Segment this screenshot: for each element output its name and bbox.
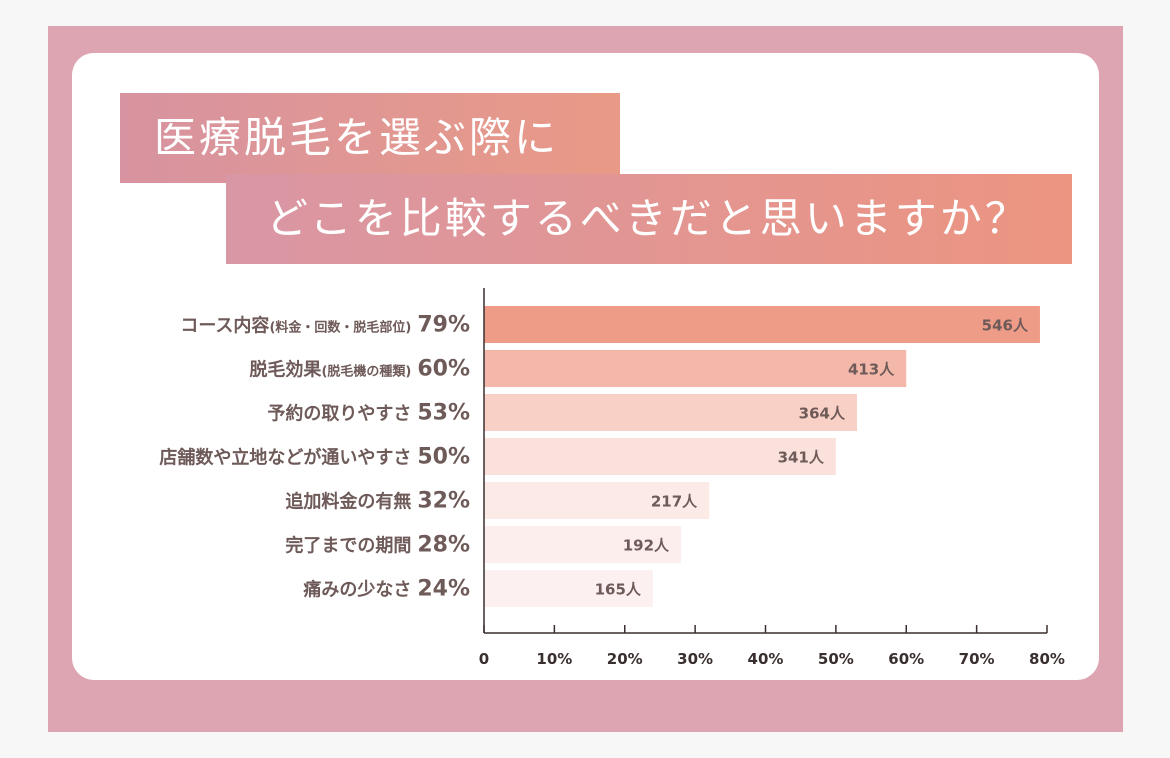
bar [484,306,1040,343]
x-tick-label: 80% [1029,650,1065,668]
bar [484,438,836,475]
count-label: 165人 [595,581,642,599]
count-label: 364人 [799,405,846,423]
x-tick-label: 50% [818,650,854,668]
count-label: 192人 [623,537,670,555]
x-tick-label: 60% [888,650,924,668]
bar [484,394,857,431]
x-tick-label: 70% [959,650,995,668]
category-label: 脱毛効果(脱毛機の種類) 60% [249,357,470,382]
category-label: 店舗数や立地などが通いやすさ 50% [159,445,470,470]
count-label: 413人 [848,361,895,379]
bar [484,570,653,607]
count-label: 546人 [982,317,1029,335]
category-label: 痛みの少なさ 24% [303,577,470,602]
title-line-2: どこを比較するべきだと思いますか？ [226,174,1072,264]
bar [484,482,710,519]
bar [484,526,682,563]
x-tick-label: 0 [479,650,489,668]
category-label: 予約の取りやすさ 53% [267,401,470,426]
bar [484,350,907,387]
count-label: 341人 [778,449,825,467]
x-tick-label: 10% [536,650,572,668]
category-label: 完了までの期間 28% [285,533,470,558]
title-line-1: 医療脱毛を選ぶ際に [120,93,620,183]
x-tick-label: 30% [677,650,713,668]
x-tick-label: 20% [607,650,643,668]
x-tick-label: 40% [748,650,784,668]
category-label: コース内容(料金・回数・脱毛部位) 79% [180,313,470,338]
category-label: 追加料金の有無 32% [285,489,470,514]
count-label: 217人 [651,493,698,511]
